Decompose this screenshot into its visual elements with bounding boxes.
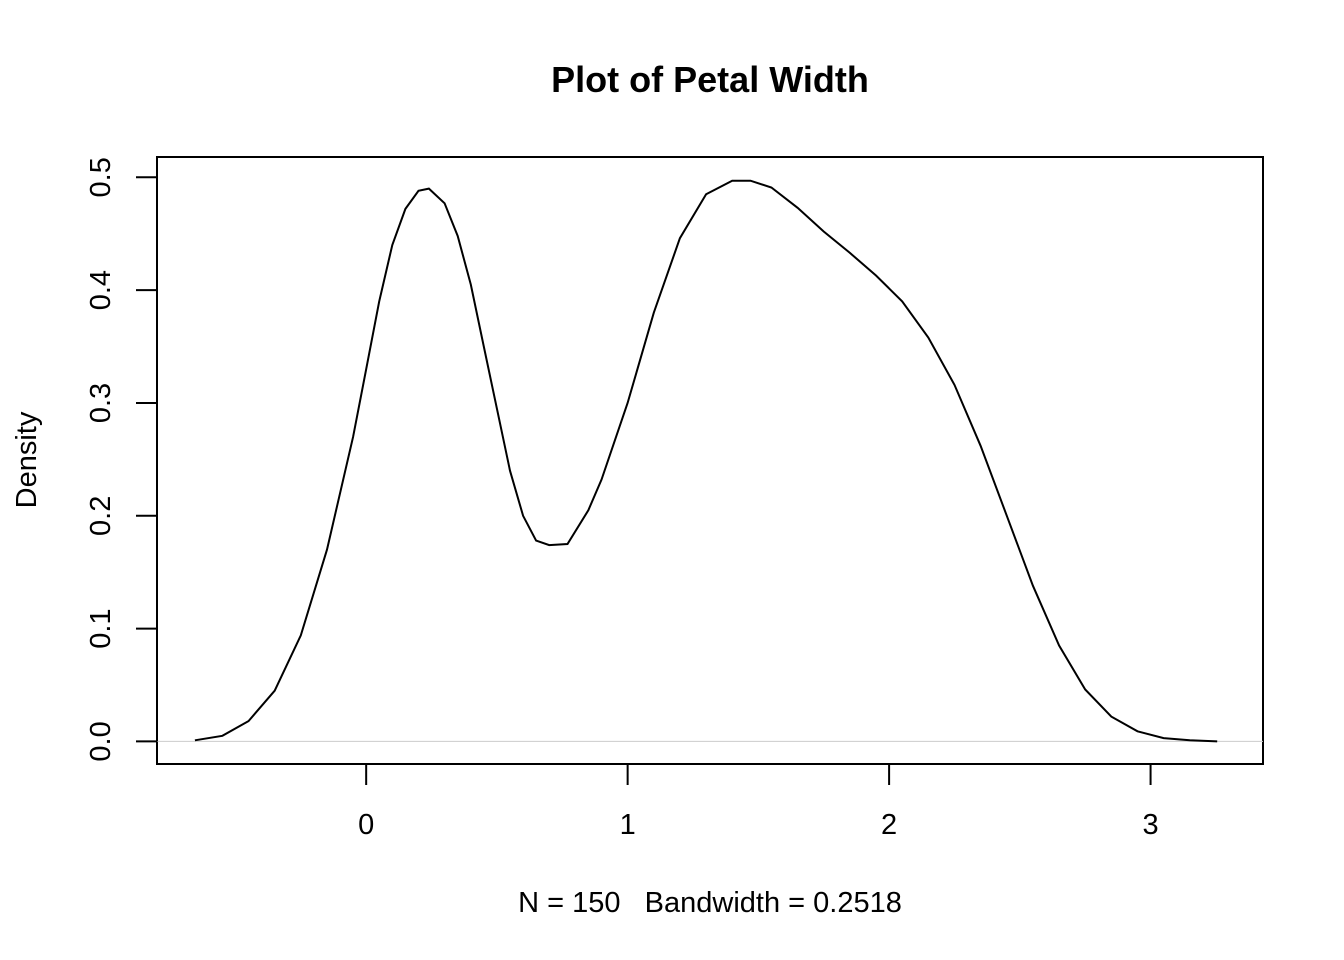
y-tick-label: 0.2 bbox=[85, 496, 117, 536]
y-tick-label: 0.4 bbox=[85, 270, 117, 310]
y-tick-label: 0.0 bbox=[85, 721, 117, 761]
y-tick-label: 0.5 bbox=[85, 157, 117, 197]
density-curve bbox=[194, 179, 1218, 743]
x-axis-label: N = 150 Bandwidth = 0.2518 bbox=[518, 887, 902, 919]
y-axis-label: Density bbox=[11, 411, 43, 508]
x-tick-label: 0 bbox=[358, 809, 374, 841]
x-tick-label: 1 bbox=[620, 809, 636, 841]
plot-frame bbox=[156, 156, 1264, 765]
chart-title: Plot of Petal Width bbox=[551, 59, 869, 100]
y-tick-label: 0.3 bbox=[85, 383, 117, 423]
x-tick-label: 3 bbox=[1142, 809, 1158, 841]
y-axis: 0.0 0.1 0.2 0.3 0.4 0.5 bbox=[85, 157, 158, 762]
x-tick-label: 2 bbox=[881, 809, 897, 841]
y-tick-label: 0.1 bbox=[85, 608, 117, 648]
x-axis: 0 1 2 3 bbox=[358, 763, 1159, 841]
